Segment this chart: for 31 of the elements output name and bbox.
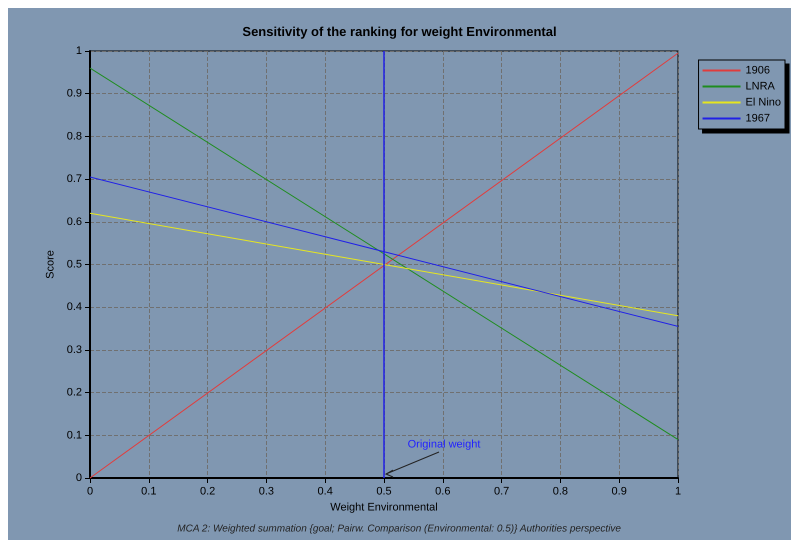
x-tick-label: 0.3 [258,486,274,498]
y-tick-label: 0.2 [66,386,82,399]
legend-label: 1967 [746,112,770,124]
y-tick-label: 0.8 [66,130,82,142]
x-tick-label: 0.6 [435,486,450,498]
y-tick-label: 0.6 [66,216,82,228]
x-tick-label: 0.7 [494,486,510,498]
legend-label: 1906 [746,64,770,76]
x-axis-title: Weight Environmental [330,501,438,514]
legend-label: LNRA [746,80,776,92]
x-tick-label: 0.1 [141,486,156,498]
x-tick-label: 0.2 [200,486,216,498]
x-tick-label: 0.5 [376,486,392,498]
y-tick-label: 1 [76,45,82,57]
chart-title: Sensitivity of the ranking for weight Environmental [242,24,557,39]
text: MCA 2: Weighted summation {goal; Pairw. Comparison (Environmental: 0.5)} Authorities perspective [177,524,622,534]
x-tick-label: 0.9 [612,486,627,498]
x-tick-label: 0 [86,486,94,498]
y-tick-label: 0.1 [66,429,82,442]
legend-label: El Nino [746,96,782,108]
y-tick-label: 0.5 [66,258,82,270]
y-tick-label: 0 [76,472,82,484]
y-axis-title: Score [44,250,56,279]
y-tick-label: 0.7 [66,173,82,186]
x-tick-label: 0.8 [552,486,568,498]
x-tick-label: 1 [674,486,682,498]
y-tick-label: 0.4 [66,301,82,314]
y-tick-label: 0.9 [66,88,82,100]
y-tick-label: 0.3 [66,344,82,356]
annotation: Original weight [408,438,480,450]
x-tick-label: 0.4 [318,486,333,498]
